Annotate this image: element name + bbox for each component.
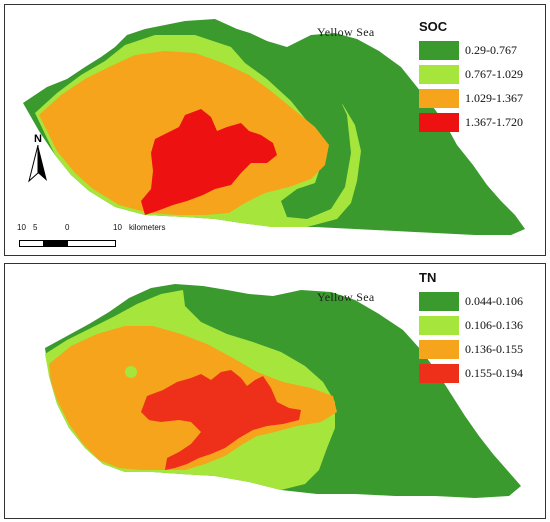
scale-tick-label: 5: [33, 223, 38, 232]
soc-legend-item: 1.029-1.367: [419, 86, 523, 110]
north-arrow-icon: [28, 144, 47, 183]
scale-tick-label: 10: [113, 223, 122, 232]
tn-map: [45, 284, 521, 498]
scale-bar-labels: 10 5 0 10 kilometers: [17, 223, 165, 235]
tn-legend-label: 0.136-0.155: [465, 341, 523, 356]
tn-zone-4: [141, 370, 301, 470]
soc-zone-1-inner: [231, 43, 351, 219]
scale-tick-label: 0: [65, 223, 70, 232]
tn-legend-item: 0.155-0.194: [419, 361, 523, 385]
soc-legend-swatch: [419, 88, 459, 108]
soc-legend-label: 0.29-0.767: [465, 42, 517, 57]
tn-legend: TN 0.044-0.106 0.106-0.136 0.136-0.155 0…: [419, 270, 523, 385]
tn-legend-item: 0.106-0.136: [419, 313, 523, 337]
north-arrow: N: [27, 133, 49, 190]
soc-legend-label: 0.767-1.029: [465, 66, 523, 81]
tn-map-panel: Yellow Sea TN 0.044-0.106 0.106-0.136 0.…: [4, 263, 546, 519]
tn-zone-2-spot: [125, 366, 137, 378]
scale-tick-label: 10: [17, 223, 26, 232]
tn-sea-label: Yellow Sea: [317, 290, 375, 304]
soc-legend: SOC 0.29-0.767 0.767-1.029 1.029-1.367 1…: [419, 19, 523, 134]
tn-legend-swatch: [419, 315, 459, 335]
scale-bar-graphic: [19, 240, 116, 247]
soc-zone-4: [141, 109, 277, 215]
soc-map-panel: Yellow Sea SOC 0.29-0.767 0.767-1.029 1.…: [4, 4, 546, 256]
soc-legend-swatch: [419, 40, 459, 60]
soc-legend-item: 0.29-0.767: [419, 38, 523, 62]
north-arrow-label: N: [34, 133, 42, 145]
soc-legend-swatch: [419, 112, 459, 132]
soc-map: [23, 19, 525, 235]
tn-legend-swatch: [419, 363, 459, 383]
tn-legend-swatch: [419, 291, 459, 311]
tn-legend-item: 0.136-0.155: [419, 337, 523, 361]
scale-unit-label: kilometers: [129, 223, 166, 232]
soc-legend-swatch: [419, 64, 459, 84]
soc-sea-label: Yellow Sea: [317, 25, 375, 39]
tn-legend-item: 0.044-0.106: [419, 289, 523, 313]
soc-legend-title: SOC: [419, 19, 448, 34]
scale-bar: 10 5 0 10 kilometers: [17, 223, 165, 253]
tn-legend-label: 0.044-0.106: [465, 293, 523, 308]
tn-legend-label: 0.106-0.136: [465, 317, 523, 332]
tn-legend-swatch: [419, 339, 459, 359]
soc-legend-item: 0.767-1.029: [419, 62, 523, 86]
soc-legend-item: 1.367-1.720: [419, 110, 523, 134]
soc-legend-label: 1.029-1.367: [465, 90, 523, 105]
tn-legend-label: 0.155-0.194: [465, 365, 523, 380]
tn-legend-title: TN: [419, 270, 437, 285]
soc-legend-label: 1.367-1.720: [465, 114, 523, 129]
